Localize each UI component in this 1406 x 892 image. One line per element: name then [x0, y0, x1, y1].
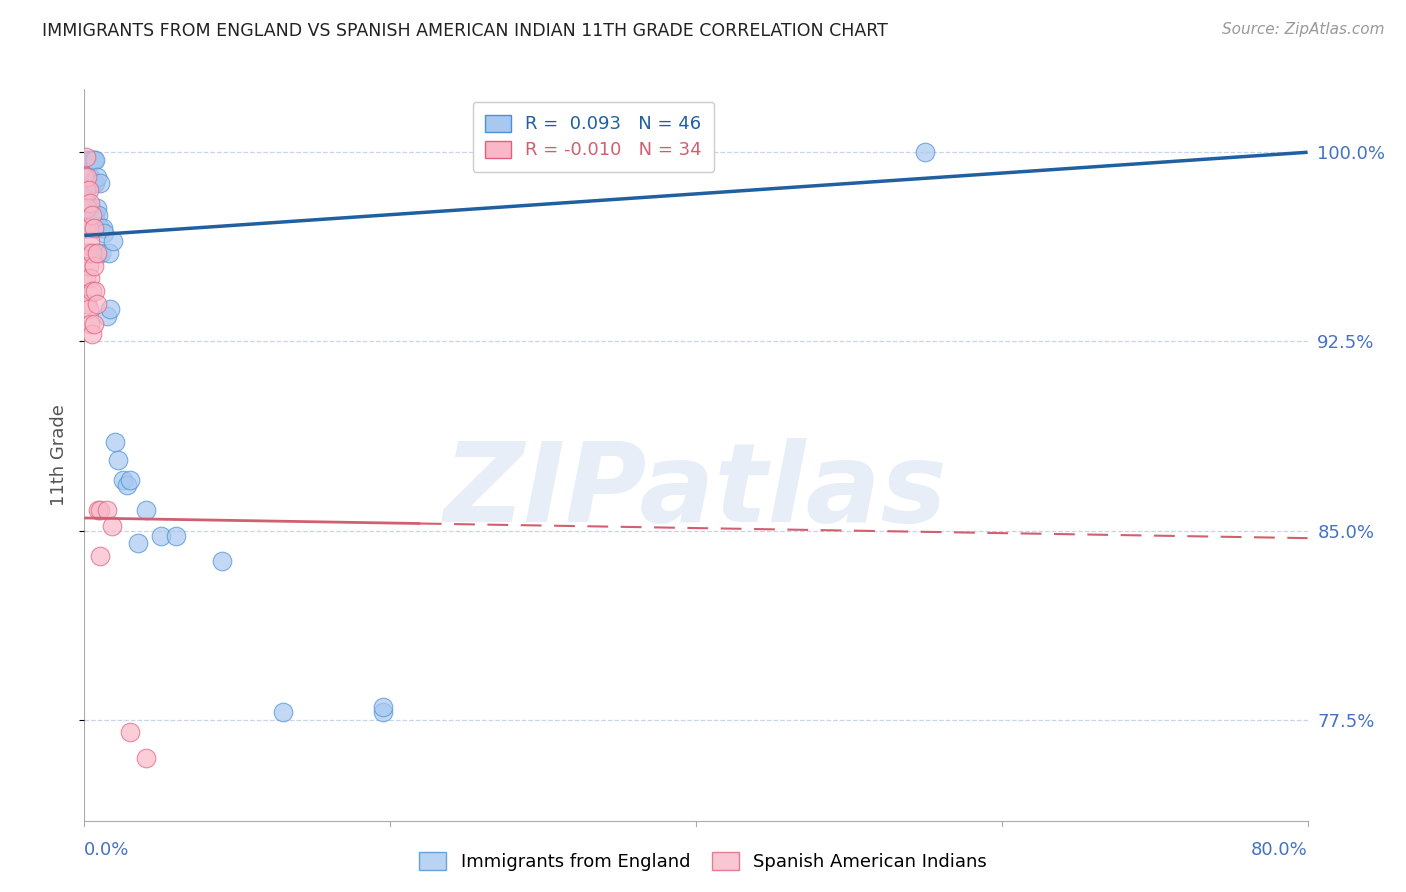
Point	[89, 221, 111, 235]
Point	[83, 259, 105, 273]
Point	[87, 503, 110, 517]
Point	[80, 246, 103, 260]
Point	[77, 183, 100, 197]
Point	[79, 195, 101, 210]
Point	[80, 208, 103, 222]
Point	[77, 221, 100, 235]
Point	[86, 296, 108, 310]
Point	[127, 536, 149, 550]
Point	[271, 705, 294, 719]
Point	[89, 549, 111, 563]
Point	[86, 201, 108, 215]
Text: Source: ZipAtlas.com: Source: ZipAtlas.com	[1222, 22, 1385, 37]
Point	[83, 153, 105, 167]
Text: 80.0%: 80.0%	[1251, 841, 1308, 859]
Point	[165, 528, 187, 542]
Point	[84, 284, 107, 298]
Point	[79, 246, 101, 260]
Point	[77, 259, 100, 273]
Point	[84, 153, 107, 167]
Point	[83, 221, 105, 235]
Point	[115, 478, 138, 492]
Point	[101, 518, 124, 533]
Point	[84, 208, 107, 222]
Y-axis label: 11th Grade: 11th Grade	[51, 404, 69, 506]
Point	[79, 201, 101, 215]
Point	[76, 170, 98, 185]
Point	[135, 503, 157, 517]
Point	[98, 301, 121, 316]
Point	[83, 208, 105, 222]
Point	[914, 145, 936, 160]
Point	[76, 195, 98, 210]
Point	[75, 221, 97, 235]
Point	[371, 705, 394, 719]
Point	[149, 528, 172, 542]
Point	[107, 453, 129, 467]
Text: IMMIGRANTS FROM ENGLAND VS SPANISH AMERICAN INDIAN 11TH GRADE CORRELATION CHART: IMMIGRANTS FROM ENGLAND VS SPANISH AMERI…	[42, 22, 889, 40]
Point	[83, 176, 105, 190]
Point	[79, 234, 101, 248]
Point	[75, 271, 97, 285]
Point	[75, 183, 97, 197]
Text: ZIPatlas: ZIPatlas	[444, 438, 948, 545]
Point	[87, 208, 110, 222]
Point	[76, 201, 98, 215]
Point	[83, 317, 105, 331]
Point	[89, 176, 111, 190]
Legend: Immigrants from England, Spanish American Indians: Immigrants from England, Spanish America…	[412, 846, 994, 879]
Point	[75, 221, 97, 235]
Point	[73, 170, 96, 185]
Point	[104, 435, 127, 450]
Point	[84, 176, 107, 190]
Point	[371, 700, 394, 714]
Point	[97, 246, 120, 260]
Point	[80, 284, 103, 298]
Point	[96, 503, 118, 517]
Point	[77, 246, 100, 260]
Point	[80, 326, 103, 341]
Point	[211, 554, 233, 568]
Point	[135, 750, 157, 764]
Point	[111, 473, 134, 487]
Point	[120, 725, 142, 739]
Point	[79, 271, 101, 285]
Point	[76, 153, 98, 167]
Point	[103, 234, 125, 248]
Point	[86, 170, 108, 185]
Point	[96, 309, 118, 323]
Point	[87, 246, 110, 260]
Point	[93, 226, 115, 240]
Point	[77, 301, 100, 316]
Point	[80, 176, 103, 190]
Point	[77, 176, 100, 190]
Point	[89, 503, 111, 517]
Text: 0.0%: 0.0%	[84, 841, 129, 859]
Legend: R =  0.093   N = 46, R = -0.010   N = 34: R = 0.093 N = 46, R = -0.010 N = 34	[472, 102, 714, 172]
Point	[79, 153, 101, 167]
Point	[79, 317, 101, 331]
Point	[80, 153, 103, 167]
Point	[76, 246, 98, 260]
Point	[91, 221, 114, 235]
Point	[79, 170, 101, 185]
Point	[86, 246, 108, 260]
Point	[77, 153, 100, 167]
Point	[90, 246, 112, 260]
Point	[76, 296, 98, 310]
Point	[75, 150, 97, 164]
Point	[120, 473, 142, 487]
Point	[80, 208, 103, 222]
